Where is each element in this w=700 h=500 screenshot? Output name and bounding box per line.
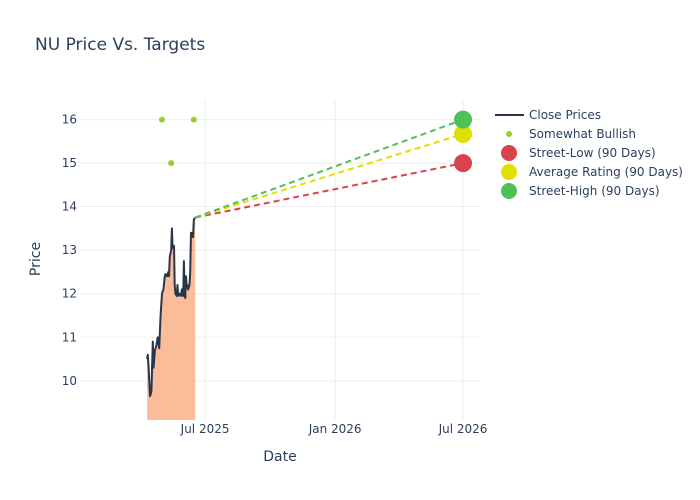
somewhat-bullish-point — [158, 116, 165, 123]
somewhat-bullish-point — [168, 160, 175, 167]
x-tick-label: Jul 2026 — [438, 422, 488, 436]
legend-label: Close Prices — [529, 108, 601, 122]
y-axis-title: Price — [28, 242, 44, 276]
target-high-projection — [194, 118, 464, 219]
target-average-marker — [454, 124, 473, 143]
markers — [158, 110, 473, 173]
legend-dot-swatch — [501, 183, 517, 199]
legend-item[interactable]: Street-Low (90 Days) — [501, 145, 656, 161]
target-high-marker — [454, 110, 473, 129]
y-tick-label: 13 — [62, 243, 77, 257]
legend[interactable]: Close Prices Somewhat Bullish Street-Low (… — [495, 108, 683, 199]
x-tick-label: Jan 2026 — [308, 422, 362, 436]
close-price-line — [146, 217, 197, 398]
grid — [80, 100, 480, 420]
target-projections — [194, 118, 464, 219]
target-low-marker — [454, 154, 473, 173]
legend-dot-swatch — [501, 145, 517, 161]
x-axis-title: Date — [263, 449, 296, 465]
y-tick-label: 15 — [62, 156, 77, 170]
legend-label: Street-High (90 Days) — [529, 184, 660, 198]
y-tick-label: 12 — [62, 287, 77, 301]
y-tick-label: 11 — [62, 330, 77, 344]
y-tick-label: 16 — [62, 113, 77, 127]
legend-label: Street-Low (90 Days) — [529, 146, 656, 160]
y-tick-label: 10 — [62, 374, 77, 388]
legend-item[interactable]: Average Rating (90 Days) — [501, 164, 683, 180]
close-price-area — [147, 217, 196, 420]
x-tick-label: Jul 2025 — [180, 422, 230, 436]
legend-label: Average Rating (90 Days) — [529, 165, 683, 179]
legend-item[interactable]: Street-High (90 Days) — [501, 183, 660, 199]
target-low-projection — [194, 162, 464, 219]
close-price-fill — [147, 217, 196, 420]
target-average-projection — [194, 133, 464, 219]
chart-title: NU Price Vs. Targets — [35, 35, 205, 55]
legend-dot-swatch — [501, 164, 517, 180]
legend-item[interactable]: Close Prices — [495, 108, 601, 122]
close-price-line-layer — [146, 217, 197, 398]
y-tick-label: 14 — [62, 200, 77, 214]
somewhat-bullish-point — [190, 116, 197, 123]
tick-labels: 10 11 12 13 14 15 16 Jul 2025 Jan 2026 Jul 2026 — [62, 113, 488, 436]
legend-label: Somewhat Bullish — [529, 127, 636, 141]
legend-dot-swatch — [506, 131, 512, 137]
legend-item[interactable]: Somewhat Bullish — [506, 127, 636, 141]
